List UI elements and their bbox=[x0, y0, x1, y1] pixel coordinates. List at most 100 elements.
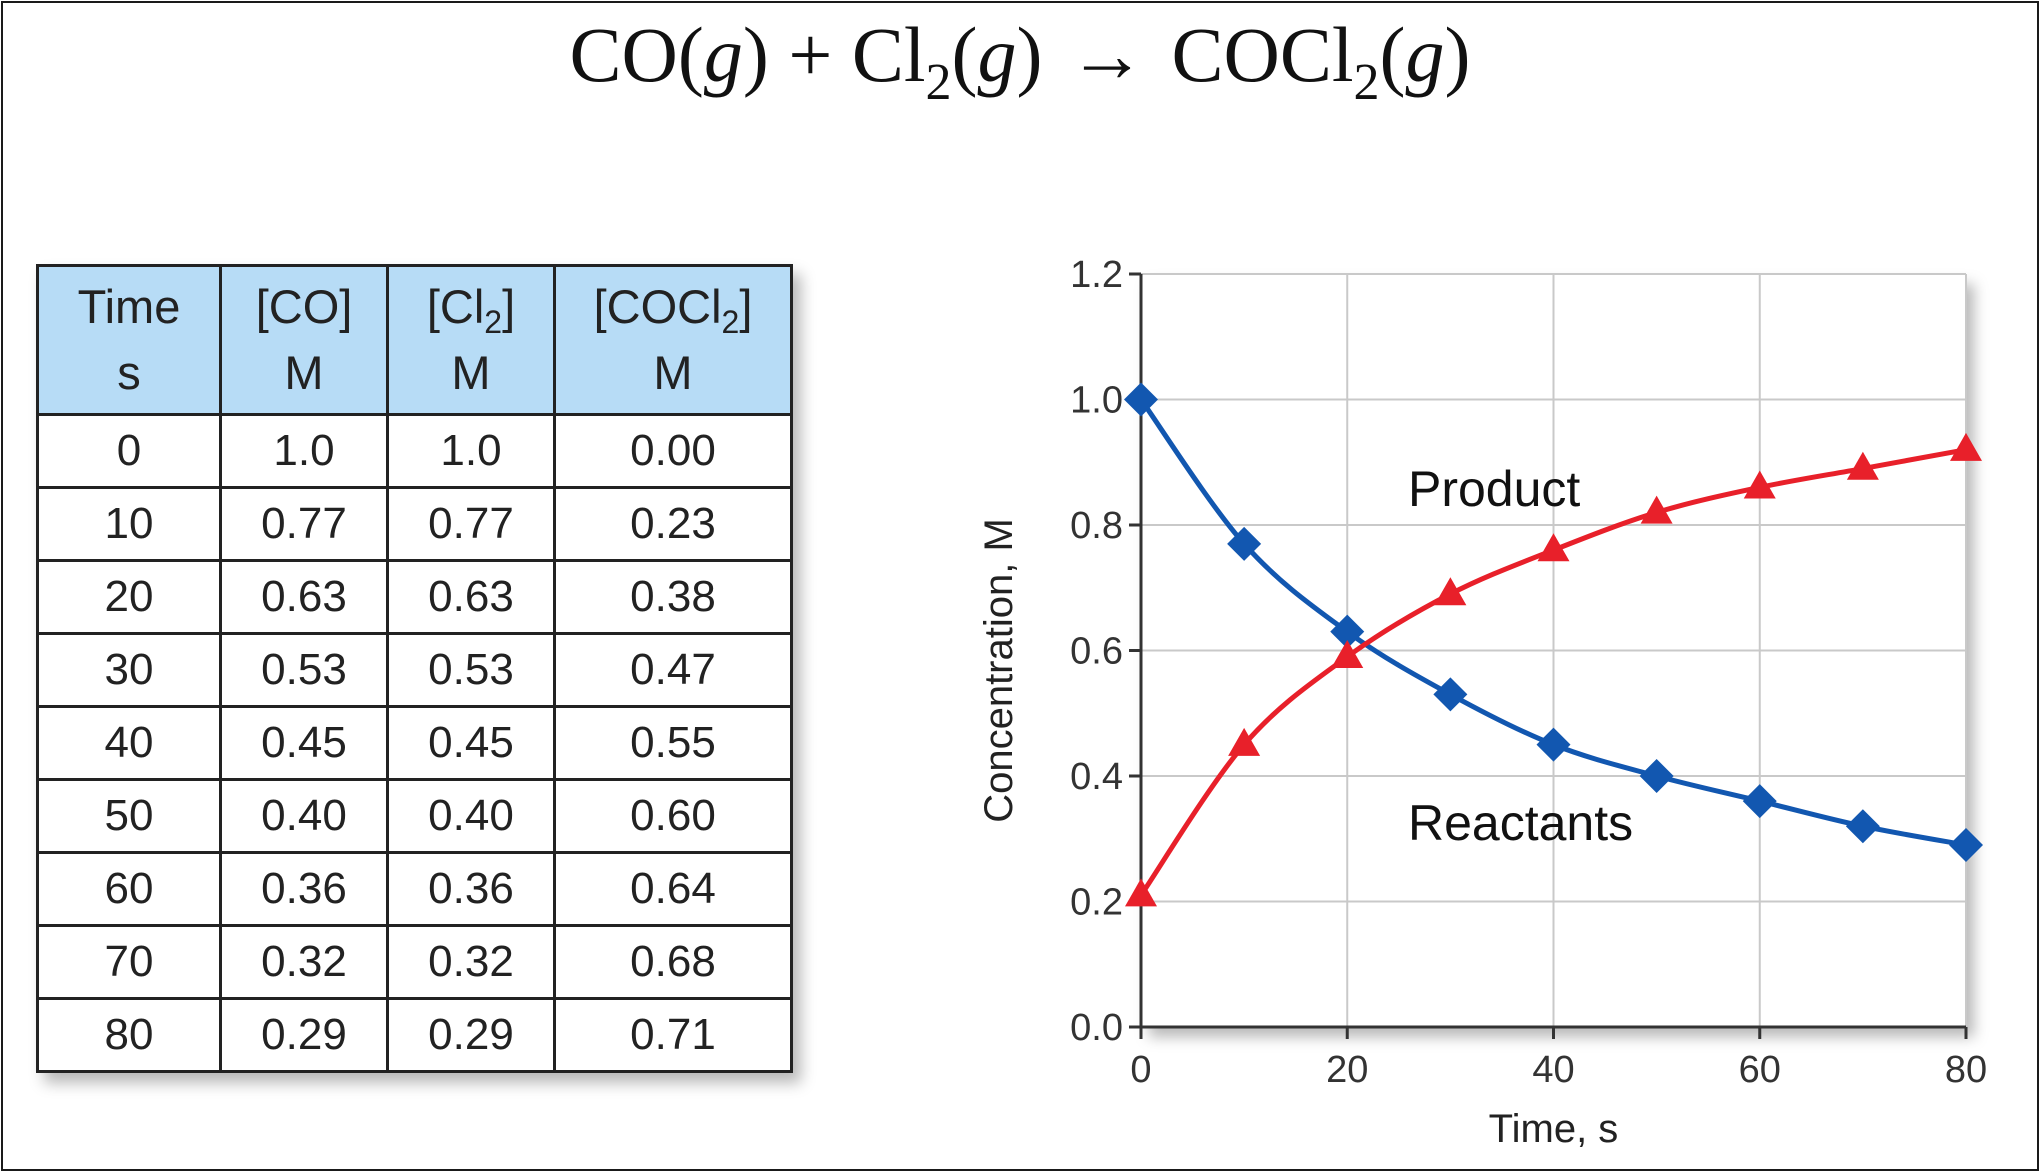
reactants-point bbox=[1536, 727, 1571, 762]
cell-cocl2: 0.60 bbox=[553, 778, 793, 854]
eq-reactant-co: CO bbox=[569, 11, 678, 98]
cell-cocl2: 0.64 bbox=[553, 851, 793, 927]
y-tick-label: 0.6 bbox=[1070, 631, 1123, 673]
cell-co: 0.32 bbox=[219, 924, 389, 1000]
grid-lines bbox=[1140, 273, 1967, 1028]
cell-co: 0.29 bbox=[219, 997, 389, 1073]
cell-co: 0.45 bbox=[219, 705, 389, 781]
product-label: Product bbox=[1408, 461, 1580, 517]
y-tick-label: 0.8 bbox=[1070, 505, 1123, 547]
eq-product: COCl bbox=[1171, 11, 1354, 98]
eq-phase-2: g bbox=[977, 11, 1017, 98]
product-point bbox=[1228, 727, 1261, 756]
product-point bbox=[1125, 878, 1157, 907]
product-point bbox=[1537, 533, 1570, 562]
cell-cl2: 0.40 bbox=[386, 778, 556, 854]
eq-arrow: → bbox=[1067, 11, 1146, 98]
x-axis-title: Time, s bbox=[1489, 1107, 1619, 1151]
x-tick-label: 0 bbox=[1130, 1049, 1151, 1091]
header-co: [CO] M bbox=[219, 264, 389, 416]
reactants-point bbox=[1227, 526, 1262, 561]
eq-reactant-cl2-sub: 2 bbox=[925, 54, 952, 111]
cell-time: 50 bbox=[36, 778, 222, 854]
header-cl2: [Cl2] M bbox=[386, 264, 556, 416]
product-point bbox=[1640, 495, 1673, 524]
y-tick-label: 1.0 bbox=[1070, 380, 1123, 422]
x-tick-label: 20 bbox=[1326, 1049, 1368, 1091]
table-row: 0 1.0 1.0 0.00 bbox=[36, 413, 793, 489]
product-point bbox=[1846, 451, 1879, 480]
header-time: Time s bbox=[36, 264, 222, 416]
y-tick-label: 0.4 bbox=[1070, 756, 1123, 798]
product-point bbox=[1743, 470, 1776, 499]
eq-phase-1: g bbox=[703, 11, 743, 98]
x-tick-label: 60 bbox=[1739, 1049, 1781, 1091]
cell-cocl2: 0.71 bbox=[553, 997, 793, 1073]
table-row: 40 0.45 0.45 0.55 bbox=[36, 705, 793, 781]
table-row: 70 0.32 0.32 0.68 bbox=[36, 924, 793, 1000]
cell-time: 20 bbox=[36, 559, 222, 635]
cell-co: 0.77 bbox=[219, 486, 389, 562]
cell-time: 30 bbox=[36, 632, 222, 708]
reactants-point bbox=[1949, 828, 1983, 863]
header-cocl2: [COCl2] M bbox=[553, 264, 793, 416]
reactants-point bbox=[1845, 809, 1880, 844]
cell-time: 0 bbox=[36, 413, 222, 489]
cell-co: 1.0 bbox=[219, 413, 389, 489]
cell-cl2: 0.45 bbox=[386, 705, 556, 781]
series-group bbox=[1124, 382, 1983, 907]
eq-reactant-cl2: Cl bbox=[851, 11, 926, 98]
cell-cl2: 0.77 bbox=[386, 486, 556, 562]
reactants-point bbox=[1330, 614, 1365, 649]
table-header-row: Time s [CO] M [Cl2] M [COCl2] M bbox=[36, 264, 793, 416]
y-tick-label: 0.2 bbox=[1070, 882, 1123, 924]
cell-co: 0.36 bbox=[219, 851, 389, 927]
reactants-label: Reactants bbox=[1408, 795, 1633, 851]
cell-time: 10 bbox=[36, 486, 222, 562]
cell-co: 0.63 bbox=[219, 559, 389, 635]
cell-time: 40 bbox=[36, 705, 222, 781]
cell-cl2: 1.0 bbox=[386, 413, 556, 489]
cell-time: 70 bbox=[36, 924, 222, 1000]
cell-time: 80 bbox=[36, 997, 222, 1073]
y-axis-title: Concentration, M bbox=[977, 518, 1021, 823]
reactants-point bbox=[1433, 677, 1468, 712]
eq-product-sub: 2 bbox=[1353, 54, 1380, 111]
cell-cl2: 0.32 bbox=[386, 924, 556, 1000]
y-tick-label: 0.0 bbox=[1070, 1007, 1123, 1049]
reactants-point bbox=[1639, 759, 1674, 793]
product-point bbox=[1434, 577, 1467, 606]
cell-cocl2: 0.00 bbox=[553, 413, 793, 489]
table-row: 80 0.29 0.29 0.71 bbox=[36, 997, 793, 1073]
cell-co: 0.53 bbox=[219, 632, 389, 708]
product-point bbox=[1950, 432, 1982, 461]
table-row: 30 0.53 0.53 0.47 bbox=[36, 632, 793, 708]
cell-time: 60 bbox=[36, 851, 222, 927]
table-row: 50 0.40 0.40 0.60 bbox=[36, 778, 793, 854]
cell-cocl2: 0.23 bbox=[553, 486, 793, 562]
x-tick-label: 80 bbox=[1945, 1049, 1987, 1091]
concentration-table: Time s [CO] M [Cl2] M [COCl2] M 0 1.0 1.0 0.00 … bbox=[36, 264, 793, 1073]
cell-cocl2: 0.47 bbox=[553, 632, 793, 708]
table-row: 60 0.36 0.36 0.64 bbox=[36, 851, 793, 927]
cell-cocl2: 0.68 bbox=[553, 924, 793, 1000]
reaction-equation: CO(g) + Cl2(g) → COCl2(g) bbox=[569, 11, 1471, 111]
reactants-point bbox=[1124, 382, 1158, 417]
product-point bbox=[1331, 639, 1364, 668]
table-row: 20 0.63 0.63 0.38 bbox=[36, 559, 793, 635]
table-row: 10 0.77 0.77 0.23 bbox=[36, 486, 793, 562]
x-tick-label: 40 bbox=[1532, 1049, 1574, 1091]
cell-cl2: 0.29 bbox=[386, 997, 556, 1073]
cell-co: 0.40 bbox=[219, 778, 389, 854]
cell-cl2: 0.53 bbox=[386, 632, 556, 708]
cell-cocl2: 0.55 bbox=[553, 705, 793, 781]
eq-plus: + bbox=[788, 11, 833, 98]
cell-cl2: 0.36 bbox=[386, 851, 556, 927]
cell-cl2: 0.63 bbox=[386, 559, 556, 635]
eq-phase-3: g bbox=[1405, 11, 1445, 98]
y-tick-label: 1.2 bbox=[1070, 254, 1123, 296]
chart-labels: 0.0 0.2 0.4 0.6 0.8 1.0 1.2 0 20 40 60 80 Time, s Con… bbox=[977, 254, 1987, 1151]
cell-cocl2: 0.38 bbox=[553, 559, 793, 635]
